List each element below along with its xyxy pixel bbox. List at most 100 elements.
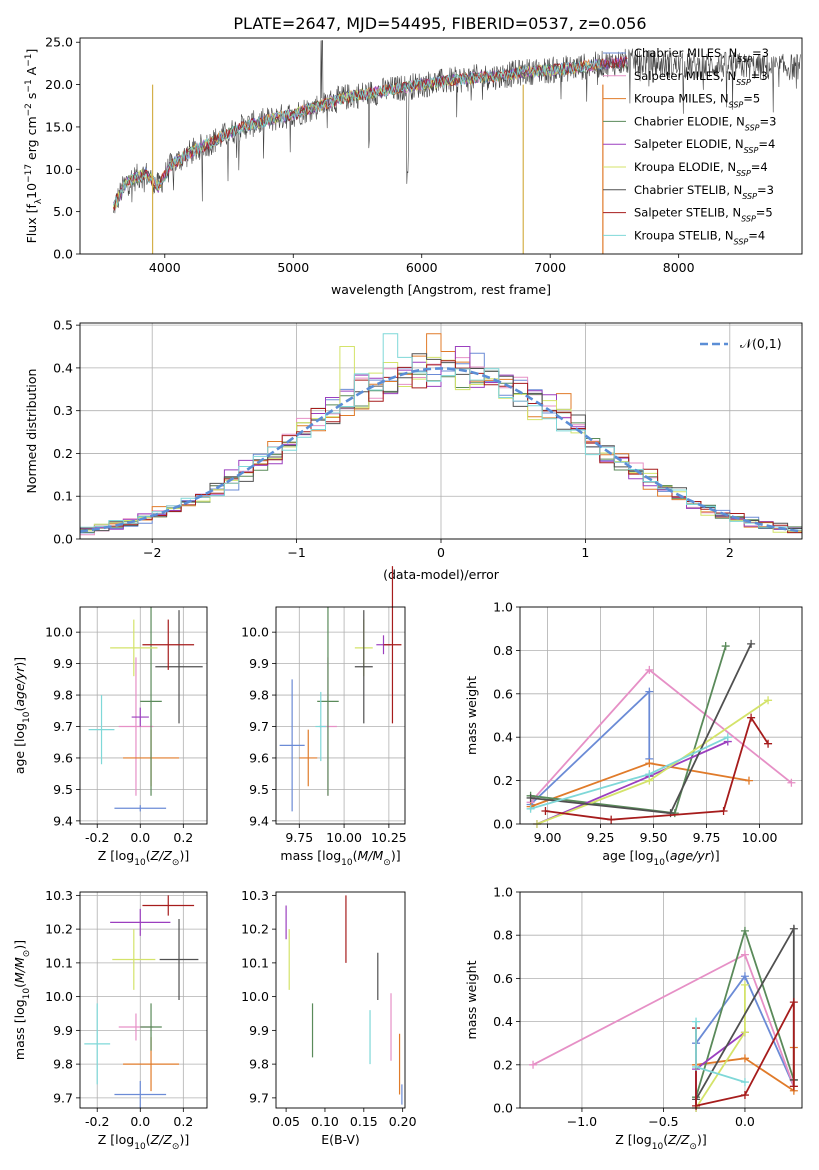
x-axis-label-part: Z/Z: [150, 848, 173, 863]
axes-frame: [79, 322, 803, 540]
legend-nssp: =4: [758, 137, 775, 151]
y-axis-label-part: Normed distribution: [24, 369, 39, 494]
x-tick-label: -0.2: [85, 830, 109, 845]
weight-vs-Z-panel: −1.0 −0.5 0.0 0.0 0.2 0.4 0.6 0.8 1.0 Z [log10(Z/…: [464, 885, 803, 1152]
weight-point-marker: [764, 739, 773, 748]
legend-subscript: SSP: [737, 55, 752, 64]
legend-subscript: SSP: [729, 100, 744, 109]
weight-point-marker: [740, 1028, 749, 1037]
weight-point-marker: [789, 924, 798, 933]
weight-point-marker: [529, 1060, 538, 1069]
x-tick-label: 0.10: [311, 1114, 339, 1129]
x-axis-label-part: ⊙: [383, 858, 391, 868]
y-axis-label: age [log10(age/yr)]: [12, 657, 32, 774]
legend-subscript: SSP: [736, 77, 751, 86]
weight-point-marker: [692, 1017, 701, 1026]
y-axis-label-part: s: [24, 93, 39, 104]
histogram-step-line: [80, 360, 802, 534]
x-axis-label: wavelength [Angstrom, rest frame]: [331, 282, 551, 297]
y-tick-label: 9.8: [53, 1057, 73, 1072]
y-tick-label: 9.4: [249, 813, 269, 828]
y-tick-label: 9.7: [249, 1090, 269, 1105]
weight-point-marker: [764, 696, 773, 705]
x-tick-label: 0.0: [735, 1114, 755, 1129]
x-axis-label-part: (: [665, 848, 670, 863]
histogram-step-line: [80, 333, 802, 531]
x-axis-label-part: 10: [134, 858, 146, 868]
y-axis-label-part: M/M: [12, 957, 27, 983]
y-tick-label: 10.2: [45, 922, 73, 937]
x-axis-label-part: )]: [697, 1132, 707, 1147]
x-tick-label: −0.5: [648, 1114, 678, 1129]
spectrum-model-line: [113, 61, 602, 209]
x-axis-label: Z [log10(Z/Z⊙)]: [615, 1132, 706, 1152]
x-tick-label: 0.0: [130, 830, 150, 845]
weight-point-marker: [740, 926, 749, 935]
legend-entry: Salpeter ELODIE, NSSP=4: [634, 137, 775, 155]
x-tick-label: 0.05: [272, 1114, 300, 1129]
x-axis-label-part: mass [log: [280, 848, 341, 863]
spectrum-model-line: [113, 59, 602, 207]
y-axis-label-part: 10: [24, 183, 39, 199]
y-tick-label: 9.9: [53, 656, 73, 671]
x-axis-label-part: ⊙: [689, 1142, 697, 1152]
x-tick-label: 1: [581, 545, 589, 560]
x-tick-label: 9.00: [534, 830, 562, 845]
y-axis-label-part: (: [12, 707, 27, 712]
legend-model-name: Kroupa STELIB, N: [634, 228, 734, 242]
axes-frame: [275, 606, 406, 825]
y-tick-label: 10.0: [45, 989, 73, 1004]
x-tick-label: 9.50: [640, 830, 668, 845]
y-tick-label: 9.5: [53, 782, 73, 797]
y-tick-label: 9.8: [249, 1057, 269, 1072]
x-axis-label-part: M/M: [358, 848, 384, 863]
weight-point-marker: [526, 804, 535, 813]
x-axis-label-part: (: [146, 848, 151, 863]
y-tick-label: 9.7: [53, 1090, 73, 1105]
weight-point-marker: [787, 778, 796, 787]
y-tick-label: 0.0: [53, 532, 73, 547]
x-tick-label: 0.2: [173, 1114, 193, 1129]
y-tick-label: 10.3: [45, 888, 73, 903]
y-axis-label-part: −17: [24, 164, 34, 183]
y-tick-label: 0.0: [493, 817, 513, 832]
x-axis-label-part: )]: [391, 848, 401, 863]
y-tick-label: 0.6: [493, 971, 513, 986]
legend-model-name: Kroupa ELODIE, N: [634, 160, 736, 174]
y-axis-label-part: λ: [34, 198, 44, 204]
y-axis-label-part: Flux [f: [24, 204, 39, 244]
weight-point-marker: [789, 1082, 798, 1091]
y-tick-label: 1.0: [493, 885, 513, 900]
legend-model-name: Salpeter MILES, N: [634, 69, 736, 83]
legend-subscript: SSP: [734, 237, 749, 246]
legend-subscript: SSP: [744, 146, 759, 155]
legend-entry: Salpeter MILES, NSSP=3: [634, 69, 768, 87]
x-tick-label: 6000: [406, 260, 438, 275]
y-tick-label: 10.0: [241, 625, 269, 640]
weight-point-marker: [740, 1091, 749, 1100]
y-tick-label: 9.7: [249, 719, 269, 734]
legend-entry: Kroupa ELODIE, NSSP=4: [634, 160, 768, 178]
x-axis-label: E(B-V): [321, 1132, 360, 1147]
x-axis-label-part: 10: [341, 858, 353, 868]
y-tick-label: 9.8: [249, 688, 269, 703]
y-tick-label: 9.8: [53, 688, 73, 703]
weight-point-marker: [723, 733, 732, 742]
legend-entry: Kroupa STELIB, NSSP=4: [634, 228, 765, 246]
axes-frame: [79, 606, 208, 825]
y-tick-label: 10.0: [241, 989, 269, 1004]
x-axis-label-part: Z [log: [615, 1132, 651, 1147]
y-tick-label: 9.5: [249, 782, 269, 797]
weight-point-marker: [541, 806, 550, 815]
weight-point-marker: [740, 950, 749, 959]
x-axis-label: age [log10(age/yr)]: [602, 848, 719, 868]
y-tick-label: 9.4: [53, 813, 73, 828]
x-axis-label-part: 10: [652, 1142, 664, 1152]
y-tick-label: 9.6: [249, 750, 269, 765]
y-tick-label: 10.3: [241, 888, 269, 903]
x-axis-label: Z [log10(Z/Z⊙)]: [98, 848, 189, 868]
weight-point-marker: [740, 1078, 749, 1087]
legend-subscript: SSP: [736, 169, 751, 178]
